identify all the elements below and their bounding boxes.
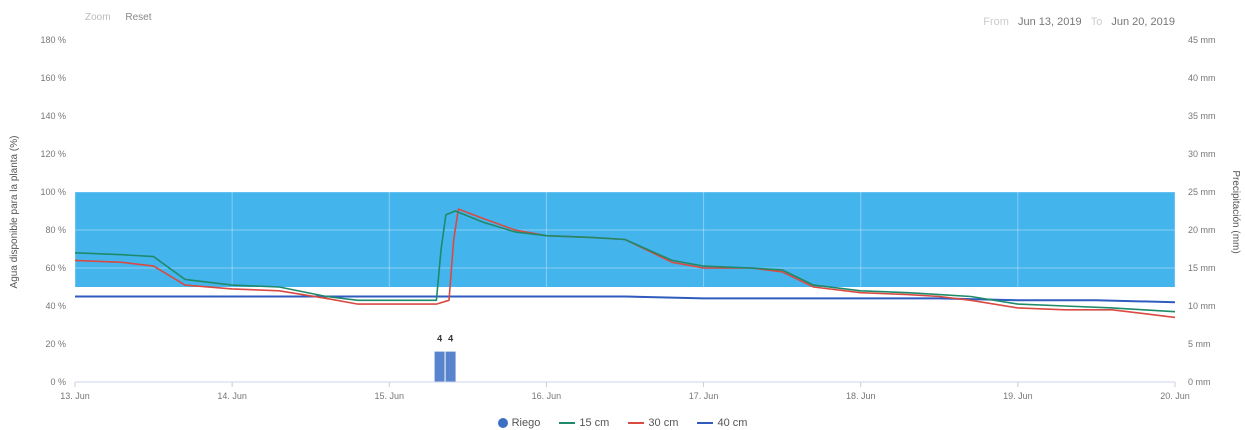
legend-label-riego: Riego: [511, 417, 541, 429]
y-tick-label: 40 %: [45, 301, 66, 311]
y2-tick-label: 20 mm: [1188, 225, 1216, 235]
y2-tick-label: 5 mm: [1188, 339, 1211, 349]
y-tick-label: 60 %: [45, 263, 66, 273]
y2-tick-label: 10 mm: [1188, 301, 1216, 311]
from-label: From: [983, 16, 1009, 28]
40cm-swatch: [697, 422, 714, 425]
y2-tick-label: 30 mm: [1188, 149, 1216, 159]
series-line-40cm: [75, 295, 1176, 304]
y2-tick-label: 25 mm: [1188, 187, 1216, 197]
x-tick-label: 18. Jun: [846, 391, 876, 401]
to-label: To: [1090, 16, 1103, 28]
to-date-input[interactable]: Jun 20, 2019: [1111, 16, 1175, 28]
legend-item-15cm[interactable]: 15 cm: [559, 417, 609, 429]
x-tick-label: 15. Jun: [375, 391, 405, 401]
y-tick-label: 160 %: [40, 73, 66, 83]
y-tick-label: 180 %: [40, 35, 66, 45]
y2-tick-label: 35 mm: [1188, 111, 1216, 121]
y2-tick-label: 40 mm: [1188, 73, 1216, 83]
y2-tick-label: 45 mm: [1188, 35, 1216, 45]
legend-item-riego[interactable]: Riego: [497, 417, 541, 429]
riego-bar: [434, 351, 445, 382]
x-tick-label: 19. Jun: [1003, 391, 1033, 401]
y2-axis-title: Precipitación (mm): [1230, 170, 1241, 253]
15cm-swatch: [559, 422, 576, 425]
date-range: From Jun 13, 2019 To Jun 20, 2019: [977, 16, 1175, 28]
x-tick-label: 14. Jun: [217, 391, 247, 401]
chart-toolbar: Zoom Reset: [85, 12, 163, 23]
riego-swatch: [497, 418, 508, 429]
x-tick-label: 17. Jun: [689, 391, 719, 401]
x-tick-label: 13. Jun: [60, 391, 90, 401]
y-tick-label: 120 %: [40, 149, 66, 159]
y-tick-label: 140 %: [40, 111, 66, 121]
legend-label-40cm: 40 cm: [717, 417, 748, 429]
riego-data-label: 4: [448, 334, 453, 344]
zoom-button[interactable]: Zoom: [85, 12, 111, 23]
y-tick-label: 100 %: [40, 187, 66, 197]
series-line-15cm: [74, 210, 1176, 313]
legend-label-30cm: 30 cm: [648, 417, 679, 429]
x-tick-label: 16. Jun: [532, 391, 562, 401]
30cm-swatch: [628, 422, 645, 425]
x-tick-label: 20. Jun: [1160, 391, 1190, 401]
y2-tick-label: 0 mm: [1188, 377, 1211, 387]
riego-bar: [445, 351, 456, 382]
from-date-input[interactable]: Jun 13, 2019: [1018, 16, 1082, 28]
y-axis-title: Agua disponible para la planta (%): [9, 136, 20, 289]
y-tick-label: 80 %: [45, 225, 66, 235]
legend-label-15cm: 15 cm: [579, 417, 610, 429]
y2-tick-label: 15 mm: [1188, 263, 1216, 273]
y-tick-label: 0 %: [50, 377, 66, 387]
legend-item-30cm[interactable]: 30 cm: [628, 417, 678, 429]
legend-item-40cm[interactable]: 40 cm: [697, 417, 747, 429]
riego-data-label: 4: [437, 334, 442, 344]
chart-legend: Riego 15 cm 30 cm 40 cm: [0, 417, 1245, 429]
y-tick-label: 20 %: [45, 339, 66, 349]
reset-button[interactable]: Reset: [125, 12, 152, 23]
